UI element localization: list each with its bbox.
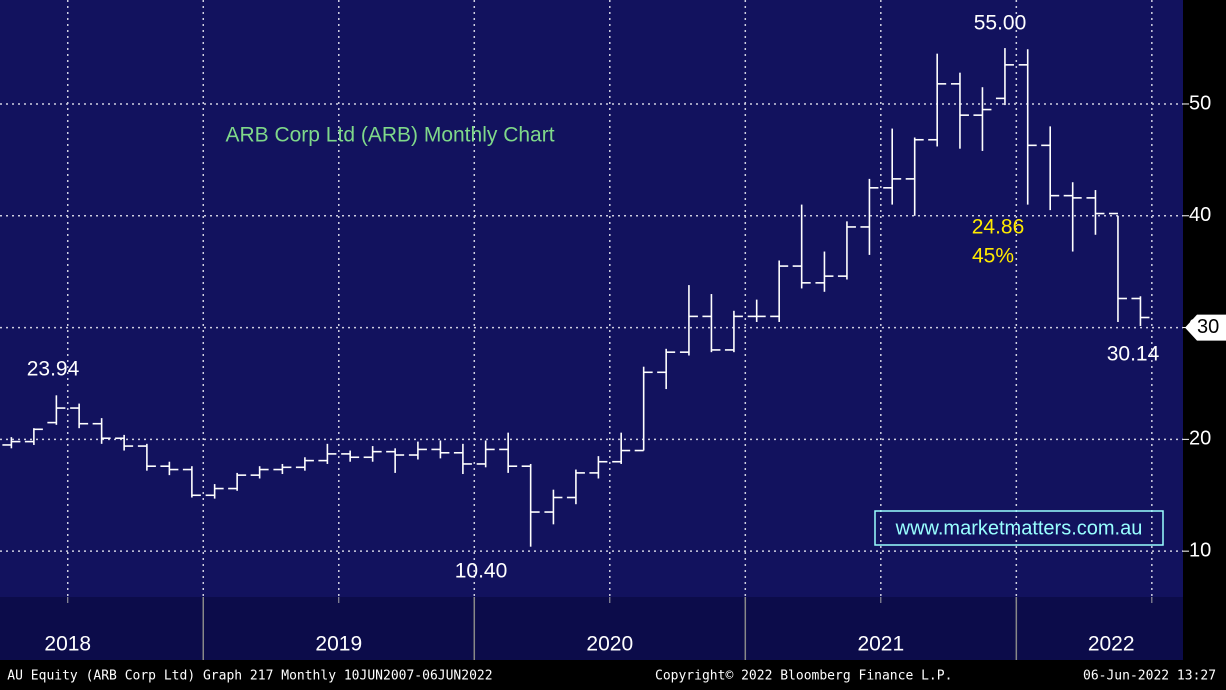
watermark: www.marketmatters.com.au bbox=[895, 517, 1143, 539]
annotation: 23.94 bbox=[27, 358, 80, 381]
y-tick-label: 40 bbox=[1189, 204, 1211, 226]
annotation: 24.86 bbox=[972, 216, 1025, 239]
footer-band bbox=[0, 660, 1226, 690]
x-tick-label: 2022 bbox=[1088, 633, 1135, 656]
footer-right: 06-Jun-2022 13:27 bbox=[1083, 669, 1216, 684]
x-tick-label: 2020 bbox=[586, 633, 633, 656]
grid bbox=[0, 0, 1183, 597]
x-axis-band bbox=[0, 597, 1183, 660]
watermark-box bbox=[874, 510, 1164, 546]
chart-title: ARB Corp Ltd (ARB) Monthly Chart bbox=[225, 124, 554, 147]
annotation: 45% bbox=[972, 245, 1014, 268]
y-tick-label: 10 bbox=[1189, 539, 1211, 561]
annotation: 30.14 bbox=[1107, 343, 1160, 366]
plot-area bbox=[0, 0, 1183, 597]
annotation: 55.00 bbox=[974, 12, 1027, 35]
x-tick-label: 2019 bbox=[315, 633, 362, 656]
y-tick-label: 50 bbox=[1189, 92, 1211, 114]
last-price-label: 30 bbox=[1197, 316, 1219, 338]
last-price-marker bbox=[1185, 314, 1226, 341]
bars bbox=[2, 48, 1150, 547]
annotation: 10.40 bbox=[455, 560, 508, 583]
x-tick-label: 2021 bbox=[857, 633, 904, 656]
footer-mid: Copyright© 2022 Bloomberg Finance L.P. bbox=[655, 669, 952, 684]
x-tick-label: 2018 bbox=[44, 633, 91, 656]
footer-left: ARB AU Equity (ARB Corp Ltd) Graph 217 M… bbox=[0, 669, 493, 684]
y-tick-label: 20 bbox=[1189, 428, 1211, 450]
